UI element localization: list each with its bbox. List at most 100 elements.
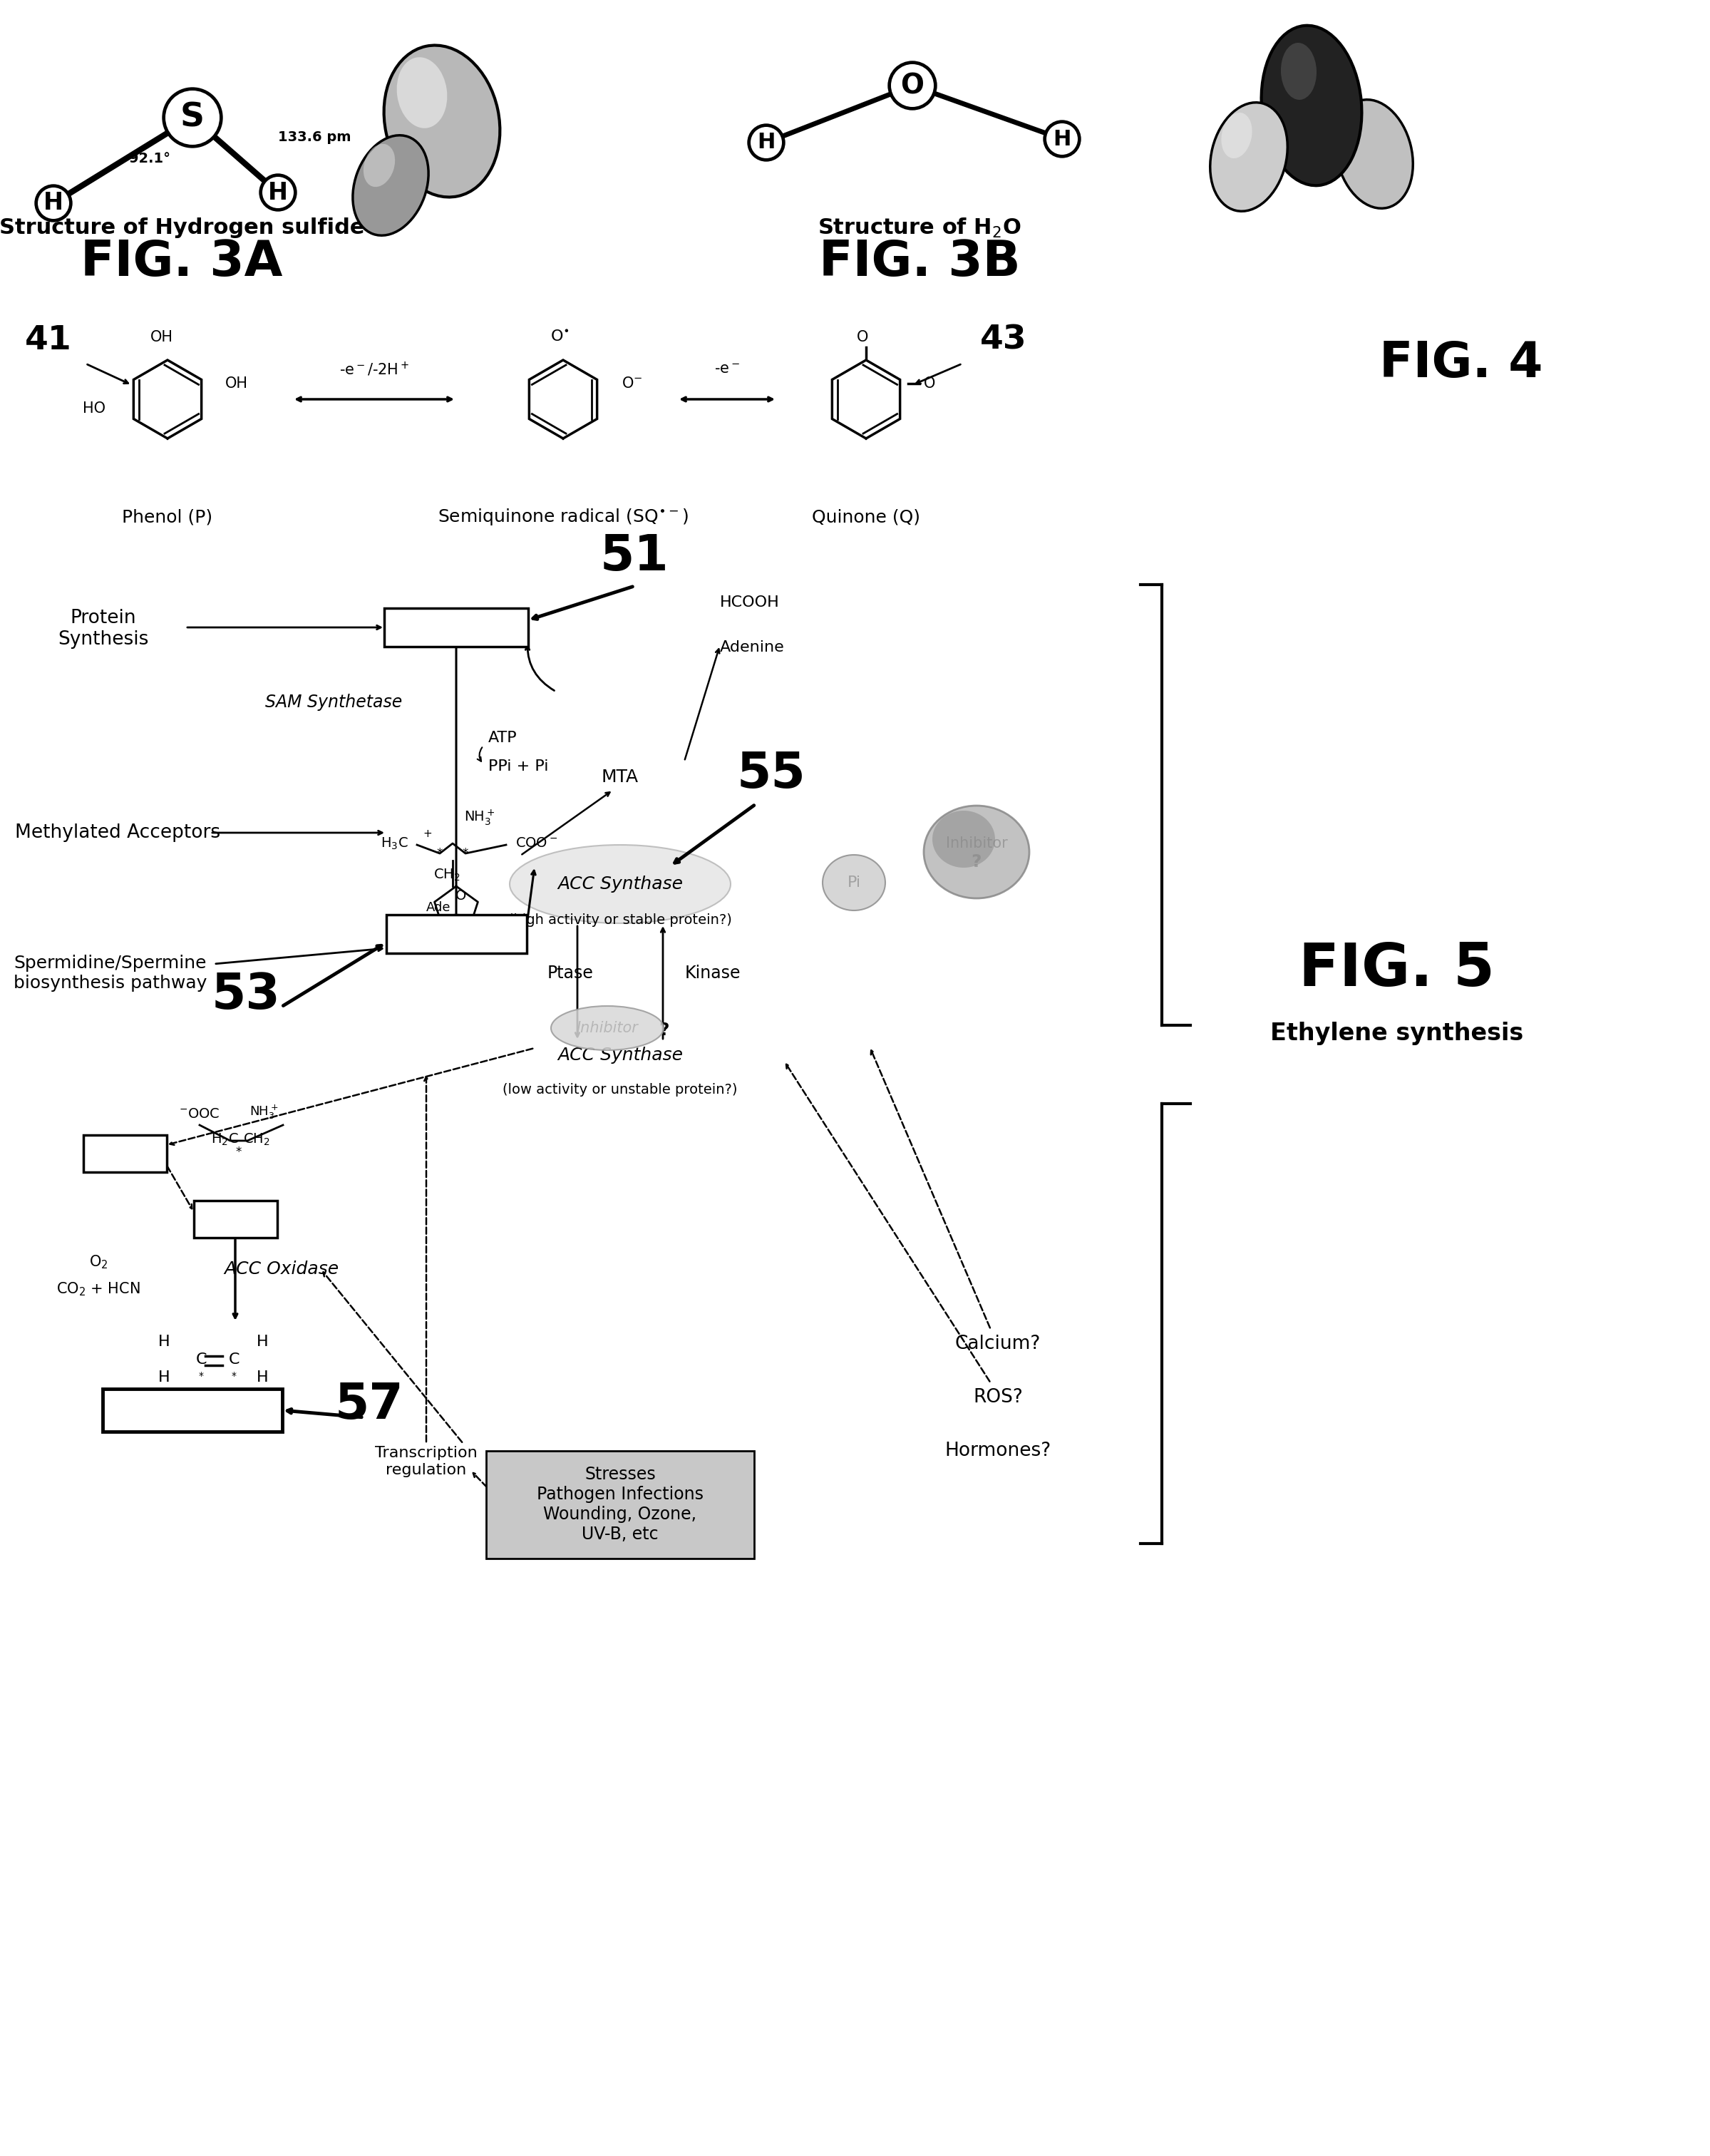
Text: Pi: Pi <box>846 875 860 890</box>
Text: ACC: ACC <box>215 1210 255 1229</box>
Text: Quinone (Q): Quinone (Q) <box>812 509 920 526</box>
Ellipse shape <box>823 854 886 910</box>
Ellipse shape <box>1211 103 1288 211</box>
FancyBboxPatch shape <box>385 608 528 647</box>
Circle shape <box>751 127 781 157</box>
Text: H: H <box>268 181 287 205</box>
Text: Methylated Acceptors: Methylated Acceptors <box>15 824 221 843</box>
FancyBboxPatch shape <box>386 914 527 953</box>
Text: Hormones?: Hormones? <box>944 1442 1052 1460</box>
Text: Phenol (P): Phenol (P) <box>121 509 212 526</box>
FancyBboxPatch shape <box>193 1201 277 1238</box>
Text: 55: 55 <box>737 750 805 798</box>
Text: MTA: MTA <box>602 768 640 785</box>
Text: H: H <box>157 1335 169 1350</box>
Text: Kinase: Kinase <box>684 964 740 981</box>
Circle shape <box>262 177 294 209</box>
Text: O: O <box>857 330 869 345</box>
Text: FIG. 5: FIG. 5 <box>1300 940 1495 998</box>
Circle shape <box>887 60 937 110</box>
Text: Stresses
Pathogen Infections
Wounding, Ozone,
UV-B, etc: Stresses Pathogen Infections Wounding, O… <box>537 1466 703 1544</box>
Text: Calcium?: Calcium? <box>954 1335 1041 1354</box>
Text: Semiquinone radical (SQ$^{\bullet-}$): Semiquinone radical (SQ$^{\bullet-}$) <box>438 507 689 526</box>
Text: COO$^-$: COO$^-$ <box>515 837 557 849</box>
Circle shape <box>166 91 219 144</box>
Ellipse shape <box>397 58 448 127</box>
Text: ACC Synthase: ACC Synthase <box>557 1046 682 1063</box>
Text: (high activity or stable protein?): (high activity or stable protein?) <box>508 912 732 927</box>
Text: CH$_2$: CH$_2$ <box>243 1132 270 1147</box>
Text: 41: 41 <box>26 323 72 356</box>
Text: 43: 43 <box>980 323 1028 356</box>
Ellipse shape <box>510 845 730 923</box>
Text: *: * <box>436 847 443 860</box>
Circle shape <box>1043 121 1081 157</box>
Ellipse shape <box>551 1007 663 1050</box>
Text: Protein
Synthesis: Protein Synthesis <box>58 608 149 649</box>
FancyBboxPatch shape <box>84 1134 166 1173</box>
Ellipse shape <box>352 136 429 235</box>
Text: Structure of H$_2$O: Structure of H$_2$O <box>817 218 1021 239</box>
Text: H: H <box>256 1335 268 1350</box>
Text: Transcription
regulation: Transcription regulation <box>374 1447 477 1477</box>
Circle shape <box>891 65 934 108</box>
Text: C: C <box>227 1352 239 1367</box>
Text: FIG. 3A: FIG. 3A <box>80 239 282 287</box>
Text: ethylene: ethylene <box>128 1397 256 1423</box>
Text: Inhibitor: Inhibitor <box>576 1022 638 1035</box>
Circle shape <box>260 175 296 211</box>
Text: CO$_2$ + HCN: CO$_2$ + HCN <box>56 1281 140 1298</box>
Text: HO  OH: HO OH <box>419 923 472 936</box>
Text: Adenine: Adenine <box>720 640 785 655</box>
Text: CH$_2$: CH$_2$ <box>433 867 460 882</box>
Ellipse shape <box>923 806 1029 899</box>
Text: Structure of Hydrogen sulfide: Structure of Hydrogen sulfide <box>0 218 364 239</box>
Text: C: C <box>195 1352 207 1367</box>
Text: O: O <box>923 375 935 390</box>
Ellipse shape <box>364 144 395 188</box>
Ellipse shape <box>1221 112 1252 157</box>
Text: 92.1°: 92.1° <box>128 151 171 166</box>
Ellipse shape <box>1262 26 1361 185</box>
Text: H$_3$C: H$_3$C <box>381 837 409 852</box>
Circle shape <box>34 185 72 222</box>
Text: *: * <box>198 1371 203 1382</box>
Text: -e$^-$/-2H$^+$: -e$^-$/-2H$^+$ <box>339 360 409 377</box>
Text: Spermidine/Spermine
biosynthesis pathway: Spermidine/Spermine biosynthesis pathway <box>14 955 207 992</box>
Circle shape <box>38 188 68 220</box>
Text: H: H <box>43 192 63 216</box>
Text: *: * <box>462 847 469 860</box>
Text: O$_2$: O$_2$ <box>89 1253 108 1270</box>
Text: Ethylene synthesis: Ethylene synthesis <box>1271 1022 1524 1046</box>
Text: O: O <box>455 890 467 903</box>
Text: H: H <box>157 1371 169 1384</box>
Text: ?: ? <box>658 1022 670 1039</box>
Circle shape <box>747 125 785 162</box>
Text: ROS?: ROS? <box>973 1388 1023 1406</box>
Text: H: H <box>256 1371 268 1384</box>
Text: S: S <box>180 101 205 134</box>
Text: OH: OH <box>226 375 248 390</box>
Text: PPi + Pi: PPi + Pi <box>489 759 549 774</box>
Text: ?: ? <box>971 854 982 871</box>
Text: 53: 53 <box>212 970 280 1020</box>
Text: O: O <box>901 71 923 99</box>
Text: O$^{\bullet}$: O$^{\bullet}$ <box>551 330 569 345</box>
Text: MACC: MACC <box>97 1145 152 1162</box>
Text: S-AdoMet: S-AdoMet <box>410 925 501 944</box>
Ellipse shape <box>932 811 995 867</box>
Text: 57: 57 <box>335 1382 404 1429</box>
Text: -e$^-$: -e$^-$ <box>715 362 740 377</box>
Text: H$_2$C: H$_2$C <box>210 1132 238 1147</box>
Text: FIG. 3B: FIG. 3B <box>819 239 1021 287</box>
FancyBboxPatch shape <box>103 1388 282 1432</box>
Text: *: * <box>231 1371 236 1382</box>
Text: OH: OH <box>150 330 173 345</box>
Text: ATP: ATP <box>489 731 516 746</box>
Ellipse shape <box>385 45 499 196</box>
Text: HCOOH: HCOOH <box>720 595 780 610</box>
Ellipse shape <box>1281 43 1317 99</box>
Text: *: * <box>236 1145 241 1158</box>
Circle shape <box>162 88 222 147</box>
Circle shape <box>1047 123 1077 155</box>
